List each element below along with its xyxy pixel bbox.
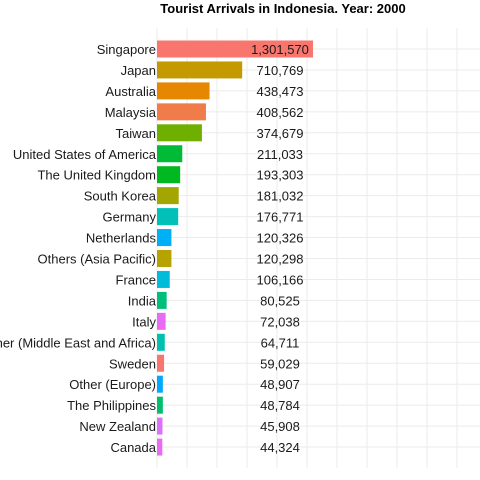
category-label-16: Other (Europe) [69,377,156,392]
value-label-3: 408,562 [257,105,304,120]
value-label-5: 211,033 [257,147,303,162]
category-label-4: Taiwan [116,126,156,141]
value-label-11: 106,166 [257,272,304,287]
bar-19 [157,438,163,456]
value-label-2: 438,473 [257,84,304,99]
bar-10 [157,250,172,267]
bar-6 [157,166,181,184]
bar-14 [157,333,165,351]
category-label-10: Others (Asia Pacific) [38,252,156,267]
value-label-15: 59,029 [260,356,300,371]
value-label-19: 44,324 [260,440,300,455]
bar-2 [157,82,210,100]
bar-15 [157,354,165,372]
bar-1 [157,61,243,79]
bar-16 [157,375,163,393]
value-label-0: 1,301,570 [251,42,309,57]
value-label-6: 193,303 [257,168,304,183]
category-label-11: France [116,272,156,287]
value-label-10: 120,298 [257,252,304,267]
value-label-12: 80,525 [260,293,300,308]
category-label-7: South Korea [84,189,157,204]
bar-8 [157,208,179,226]
category-label-18: New Zealand [79,419,156,434]
bar-11 [157,270,170,288]
bar-18 [157,417,163,435]
category-label-8: Germany [103,210,157,225]
category-label-19: Canada [110,440,156,455]
bar-7 [157,187,179,205]
value-label-16: 48,907 [260,377,300,392]
value-label-13: 72,038 [260,314,300,329]
bar-17 [157,396,163,414]
chart-title: Tourist Arrivals in Indonesia. Year: 200… [160,1,405,16]
value-label-7: 181,032 [257,189,304,204]
category-label-14: Other (Middle East and Africa) [0,335,156,350]
category-label-6: The United Kingdom [37,168,156,183]
category-label-12: India [128,293,157,308]
category-label-0: Singapore [97,42,156,57]
value-label-18: 45,908 [260,419,300,434]
category-label-13: Italy [132,314,156,329]
category-label-5: United States of America [13,147,157,162]
label-layer: Singapore 1,301,570 Japan 710,769 Australia 4… [0,42,309,455]
category-label-2: Australia [105,84,156,99]
category-label-15: Sweden [109,356,156,371]
bar-4 [157,124,202,142]
category-label-9: Netherlands [86,231,157,246]
category-label-17: The Philippines [67,398,156,413]
value-label-14: 64,711 [261,335,300,350]
bar-layer [157,40,313,456]
bar-3 [157,103,206,121]
value-label-4: 374,679 [257,126,304,141]
value-label-9: 120,326 [257,231,304,246]
bar-12 [157,291,167,309]
value-label-8: 176,771 [257,210,304,225]
bar-9 [157,229,172,247]
bar-0 [157,40,313,58]
bar-5 [157,145,183,163]
category-label-3: Malaysia [105,105,157,120]
bar-13 [157,312,166,330]
value-label-17: 48,784 [260,398,300,413]
value-label-1: 710,769 [257,63,304,78]
category-label-1: Japan [121,63,156,78]
